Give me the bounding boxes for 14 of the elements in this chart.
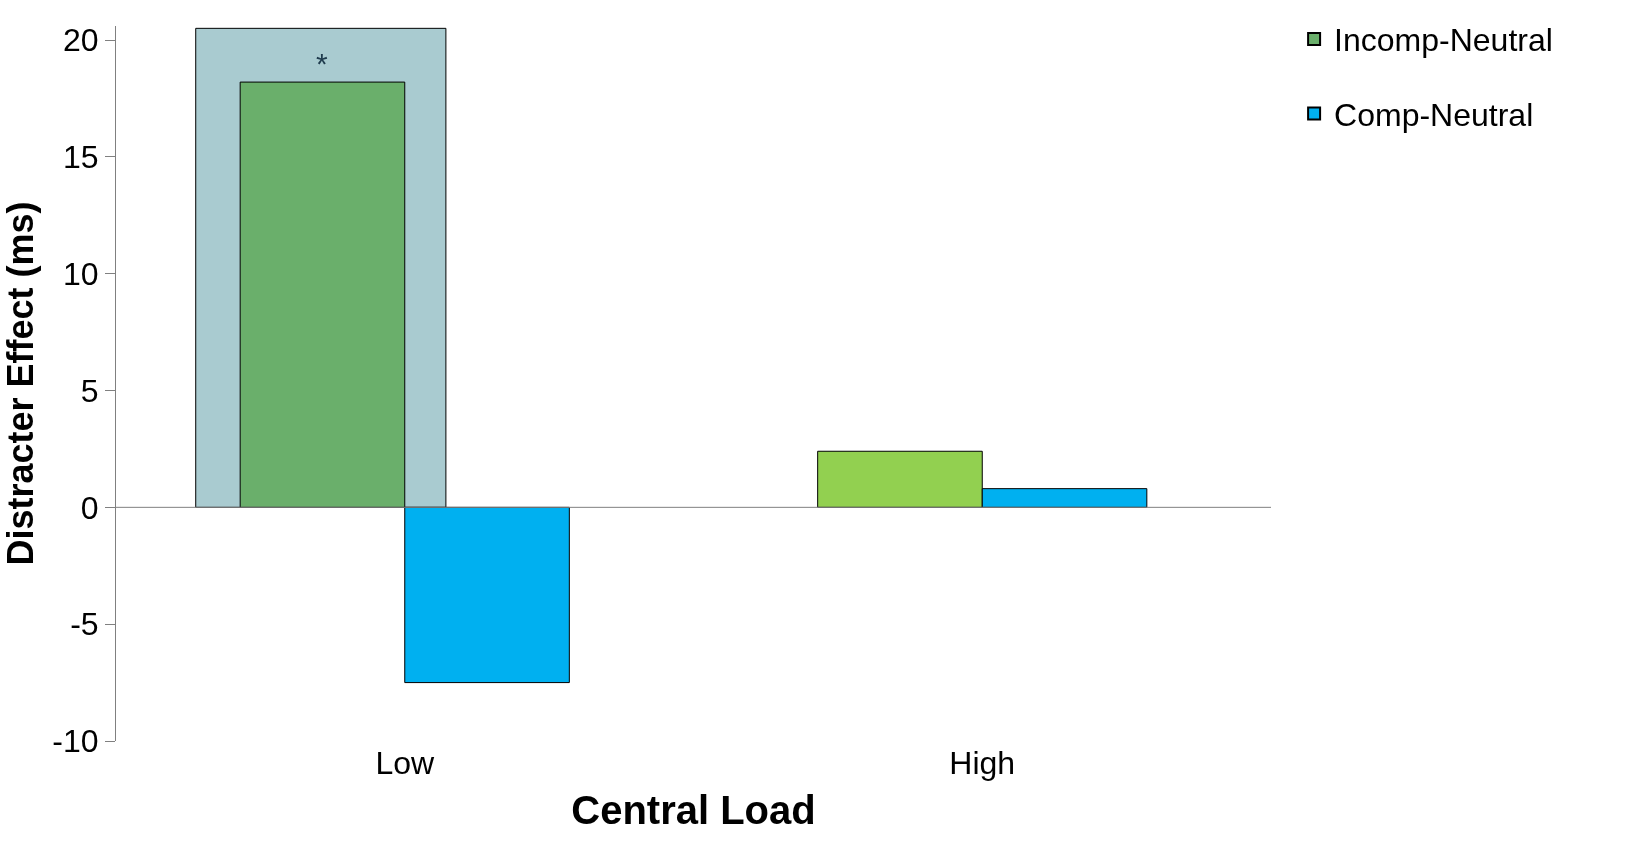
x-axis-title: Central Load bbox=[571, 787, 816, 832]
y-tick-label: 0 bbox=[80, 489, 99, 526]
y-tick-label: 5 bbox=[80, 372, 99, 409]
y-axis-title: Distracter Effect (ms) bbox=[0, 201, 41, 566]
y-tick-label: -5 bbox=[70, 606, 99, 643]
y-tick-label: -10 bbox=[52, 723, 99, 760]
x-tick-label: Low bbox=[375, 745, 435, 781]
legend-label: Incomp-Neutral bbox=[1334, 22, 1553, 59]
y-tick-label: 20 bbox=[63, 22, 99, 59]
y-tick-label: 15 bbox=[63, 139, 99, 176]
x-tick-label: High bbox=[949, 745, 1016, 781]
legend-label: Comp-Neutral bbox=[1334, 97, 1534, 134]
annotation: * bbox=[316, 47, 328, 80]
y-tick-label: 10 bbox=[63, 255, 99, 292]
